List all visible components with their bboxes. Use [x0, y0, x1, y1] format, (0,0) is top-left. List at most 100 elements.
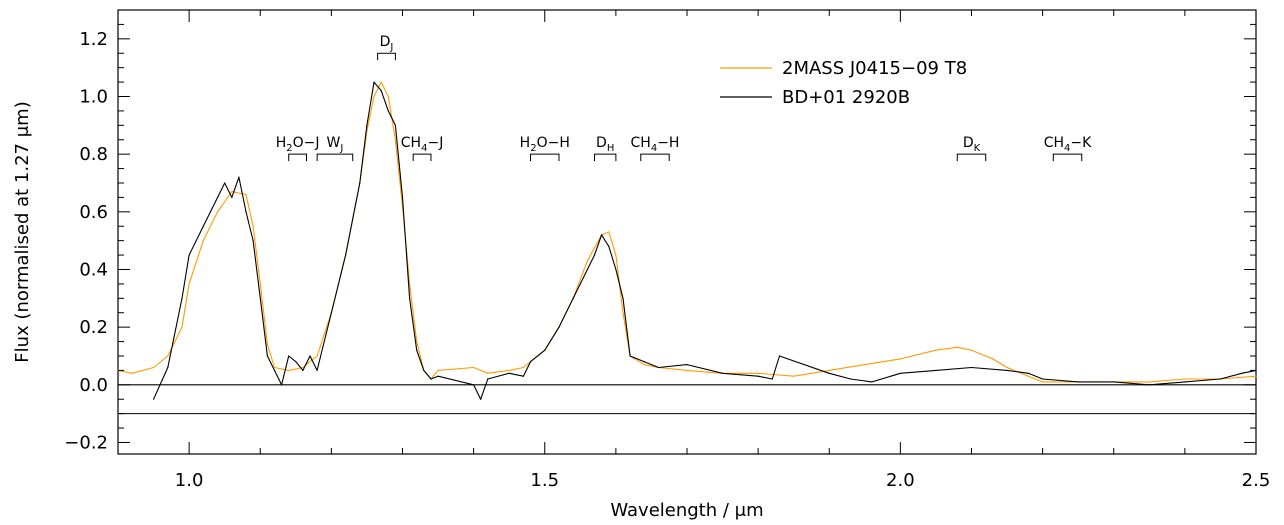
- series-1-point: [188, 283, 190, 285]
- series-2-point: [657, 366, 660, 369]
- series-1-point: [131, 372, 133, 374]
- series-2-point: [643, 361, 645, 363]
- series-2-point: [259, 297, 261, 299]
- series-1-point: [288, 369, 290, 371]
- series-2-point: [1241, 372, 1243, 374]
- series-2-points: [153, 81, 1257, 400]
- series-1-points: [117, 81, 1257, 383]
- feature-annotation: CH4−K: [1044, 135, 1092, 162]
- series-2-point: [1219, 378, 1221, 380]
- series-1-point: [153, 366, 155, 369]
- feature-label: CH4−H: [631, 135, 680, 154]
- series-2-point: [629, 355, 631, 357]
- reference-lines: [118, 384, 1256, 415]
- feature-annotation: CH4−J: [401, 135, 443, 162]
- series-1-point: [586, 260, 589, 262]
- series-2-point: [686, 364, 688, 366]
- series-2-point: [273, 369, 276, 371]
- series-1-point: [316, 355, 318, 357]
- feature-annotation: CH4−H: [631, 135, 680, 162]
- series-2-point: [1148, 384, 1150, 386]
- y-tick-label: 0.2: [79, 317, 108, 338]
- series-1-point: [181, 326, 183, 328]
- x-axis-ticks: 1.0 1.5 2.0 2.5: [117, 10, 1270, 491]
- series-2-point: [288, 355, 290, 357]
- series-2-point: [608, 245, 610, 247]
- series-2-point: [828, 372, 830, 374]
- series-2-point: [345, 254, 347, 256]
- x-tick-label: 2.0: [886, 470, 915, 491]
- series-1-point: [373, 95, 375, 98]
- series-2-point: [480, 398, 482, 400]
- feature-annotation: DJ: [377, 34, 396, 61]
- series-1-point: [167, 355, 169, 357]
- feature-annotation: H2O−H: [520, 135, 570, 162]
- y-axis-ticks: −0.2 0.0 0.2 0.4 0.6 0.8 1.0 1.2: [64, 9, 1256, 453]
- series-2-point: [586, 268, 589, 271]
- series-2-point: [1042, 378, 1044, 380]
- series-1-point: [686, 369, 688, 371]
- feature-annotation: H2O−J: [276, 135, 319, 162]
- series-2-point: [529, 361, 532, 363]
- series-2-point: [188, 254, 190, 256]
- feature-label-sub: 2: [286, 143, 292, 154]
- feature-label-main: D: [380, 34, 391, 50]
- feature-label: WJ: [327, 135, 344, 154]
- feature-annotation: DK: [956, 135, 987, 162]
- series-2-point: [771, 378, 773, 380]
- series-1-point: [522, 366, 525, 369]
- series-2-point: [224, 182, 226, 184]
- series-2-point: [252, 240, 254, 242]
- series-1-point: [1255, 375, 1257, 377]
- series-1-point: [864, 364, 866, 366]
- series-1-point: [217, 211, 219, 213]
- series-1-point: [899, 358, 902, 360]
- series-2-point: [238, 176, 240, 178]
- series-2-point: [757, 375, 759, 377]
- series-1-point: [487, 372, 489, 374]
- series-1-point: [437, 369, 439, 371]
- series-1-point: [608, 231, 610, 233]
- feature-bracket: [594, 153, 617, 162]
- series-2-point: [522, 375, 525, 377]
- legend-label-series-2: BD+01 2920B: [782, 87, 910, 108]
- series-2-point: [423, 369, 425, 371]
- series-1-point: [1006, 366, 1008, 369]
- series-2-point: [970, 366, 973, 369]
- series-2-point: [330, 312, 332, 314]
- feature-bracket: [288, 153, 307, 162]
- series-1-point: [508, 369, 510, 371]
- y-tick-label: 0.8: [79, 144, 108, 165]
- feature-label-sub: K: [974, 143, 981, 154]
- feature-label-main: W: [327, 135, 341, 151]
- feature-label-main: CH: [401, 135, 421, 151]
- feature-label-main: CH: [1044, 135, 1064, 151]
- series-1-point: [935, 349, 937, 351]
- series-2-point: [1006, 369, 1008, 371]
- feature-label: DH: [596, 135, 614, 154]
- feature-bracket: [640, 153, 670, 162]
- y-tick-label: 1.0: [79, 86, 108, 107]
- series-2-point: [202, 225, 204, 227]
- legend-label-series-1: 2MASS J0415−09 T8: [782, 58, 967, 79]
- series-2-point: [871, 381, 873, 383]
- series-2-point: [153, 398, 155, 400]
- feature-annotation: WJ: [316, 135, 354, 162]
- y-tick-label: 1.2: [79, 29, 108, 50]
- feature-label-sub: 4: [651, 143, 657, 154]
- series-1-point: [793, 375, 795, 377]
- series-1-point: [643, 364, 645, 366]
- feature-label-sub: J: [339, 143, 343, 154]
- feature-annotation: DH: [594, 135, 617, 162]
- series-1-point: [380, 81, 382, 83]
- feature-label-sub: 2: [530, 143, 536, 154]
- series-1-point: [1027, 375, 1029, 377]
- series-2-point: [572, 297, 574, 299]
- feature-label-rest: −H: [657, 135, 679, 151]
- y-tick-label: −0.2: [64, 432, 108, 453]
- series-2-point: [935, 369, 937, 371]
- series-2-point: [544, 349, 546, 351]
- feature-label-sub: J: [389, 42, 393, 53]
- series-2-point: [850, 378, 852, 380]
